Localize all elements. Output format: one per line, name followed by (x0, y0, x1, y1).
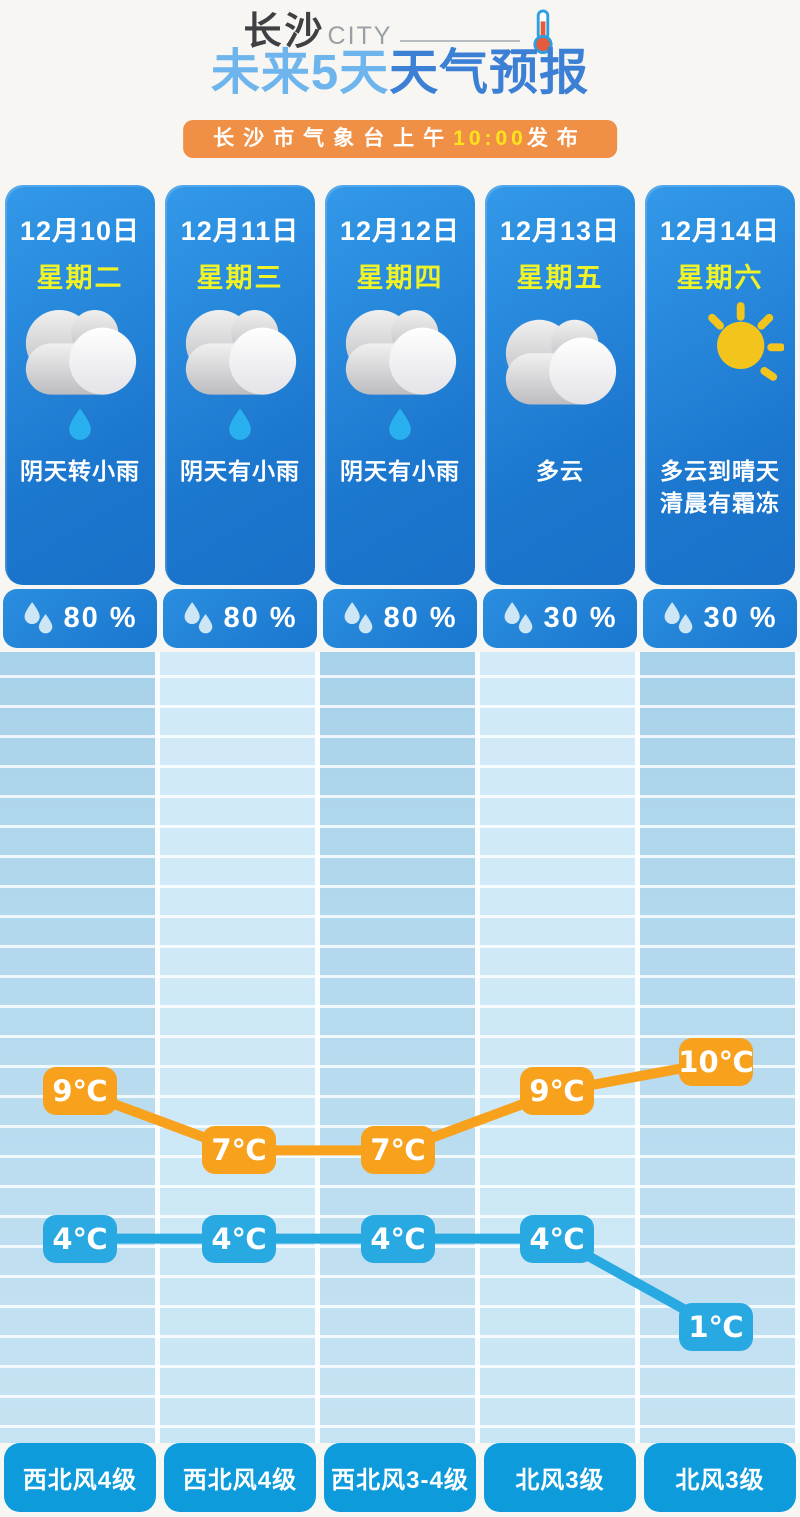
day-date: 12月13日 (499, 216, 621, 246)
partly-sunny-icon (665, 302, 784, 417)
title-highlight: 未来5天 (210, 46, 390, 100)
chart-gridlines (0, 652, 800, 1443)
water-drops-icon (184, 601, 213, 633)
water-drops-icon (344, 601, 373, 633)
precipitation-value: 30 % (703, 602, 778, 634)
issue-banner: 长沙市气象台上午10:00发布 (183, 120, 617, 158)
temperature-label: 4℃ (520, 1214, 594, 1263)
weather-description: 阴天有小雨 (165, 455, 315, 487)
temperature-chart: 9℃ 7℃ 7℃ 9℃ 10℃ 4℃ 4℃ 4℃ 4℃ 1℃ (0, 652, 800, 1443)
day-date: 12月10日 (19, 216, 141, 246)
day-date: 12月11日 (180, 216, 300, 246)
wind-value: 北风3级 (515, 1467, 605, 1494)
day-card: 12月12日 星期四 (325, 185, 475, 585)
precipitation-value: 80 % (223, 602, 298, 634)
day-weekday: 星期二 (36, 263, 124, 293)
wind-box: 西北风3-4级 (324, 1443, 476, 1512)
day-card: 12月11日 星期三 (165, 185, 315, 585)
city-suffix: CITY (327, 22, 393, 50)
precipitation-pill: 30 % (643, 589, 797, 648)
weather-icon (16, 293, 144, 449)
banner-time: 10:00 (453, 127, 527, 150)
temperature-label: 10℃ (678, 1038, 754, 1086)
temperature-label: 9℃ (43, 1067, 117, 1116)
wind-value: 西北风4级 (22, 1467, 138, 1494)
weather-description: 阴天转小雨 (5, 455, 155, 487)
precipitation-pill: 80 % (3, 589, 157, 648)
wind-value: 西北风4级 (182, 1467, 298, 1494)
weather-description-line1: 阴天有小雨 (180, 458, 300, 484)
brand-row: 长沙 CITY (0, 8, 800, 54)
weather-description-line1: 阴天有小雨 (340, 458, 460, 484)
weather-description: 阴天有小雨 (325, 455, 475, 487)
weather-description-line1: 多云 (536, 458, 584, 484)
weather-description: 多云 (485, 455, 635, 487)
title-rest: 天气预报 (389, 46, 590, 100)
precipitation-value: 30 % (543, 602, 618, 634)
precipitation-pill: 30 % (483, 589, 637, 648)
thermometer-icon (533, 9, 554, 54)
wind-box: 西北风4级 (4, 1443, 156, 1512)
wind-value: 北风3级 (675, 1467, 765, 1494)
water-drops-icon (504, 601, 533, 633)
header: 长沙 CITY 未来5天天气预报 长沙市气象台上午10:00发布 (0, 0, 800, 185)
day-weekday: 星期三 (196, 263, 284, 293)
banner-suffix: 发布 (526, 127, 587, 150)
wind-box: 北风3级 (484, 1443, 636, 1512)
weather-description-line1: 多云到晴天 (660, 458, 780, 484)
precipitation-pill: 80 % (323, 589, 477, 648)
day-card: 12月14日 星期六 (645, 185, 795, 585)
day-card: 12月10日 星期二 (5, 185, 155, 585)
precipitation-pill: 80 % (163, 589, 317, 648)
page-title: 未来5天天气预报 (0, 42, 800, 104)
wind-row: 西北风4级 西北风4级 西北风3-4级 北风3级 北风3级 (0, 1443, 800, 1512)
weather-icon (656, 293, 784, 449)
wind-value: 西北风3-4级 (331, 1467, 469, 1494)
temperature-label: 9℃ (520, 1067, 594, 1116)
day-weekday: 星期四 (356, 263, 444, 293)
precipitation-value: 80 % (63, 602, 138, 634)
precipitation-row: 80 % 80 % 80 % 30 % 30 % (0, 589, 800, 648)
wind-box: 北风3级 (644, 1443, 796, 1512)
weather-icon (336, 293, 464, 449)
temperature-label: 4℃ (202, 1214, 276, 1263)
overcast-rain-icon (185, 309, 297, 440)
day-weekday: 星期六 (676, 263, 764, 293)
day-date: 12月14日 (659, 216, 781, 246)
temperature-label: 4℃ (361, 1214, 435, 1263)
day-date: 12月12日 (339, 216, 461, 246)
water-drops-icon (664, 601, 693, 633)
day-cards-row: 12月10日 星期二 (0, 185, 800, 585)
banner-prefix: 长沙市气象台上午 (213, 127, 454, 150)
wind-box: 西北风4级 (164, 1443, 316, 1512)
temperature-label: 7℃ (202, 1126, 276, 1175)
water-drops-icon (24, 601, 53, 633)
city-name: 长沙 (243, 11, 326, 53)
overcast-rain-icon (25, 309, 137, 440)
day-card: 12月13日 星期五 (485, 185, 635, 585)
overcast-rain-icon (345, 309, 457, 440)
temperature-label: 7℃ (361, 1126, 435, 1175)
precipitation-value: 80 % (383, 602, 458, 634)
brand-divider-line (400, 40, 521, 42)
weather-icon (496, 293, 624, 449)
temperature-label: 1℃ (679, 1302, 753, 1351)
day-weekday: 星期五 (516, 263, 604, 293)
weather-description: 多云到晴天 清晨有霜冻 (645, 455, 795, 519)
cloudy-icon (505, 319, 617, 405)
weather-description-line1: 阴天转小雨 (20, 458, 140, 484)
weather-icon (176, 293, 304, 449)
temperature-label: 4℃ (43, 1214, 117, 1263)
weather-description-line2: 清晨有霜冻 (660, 490, 780, 516)
